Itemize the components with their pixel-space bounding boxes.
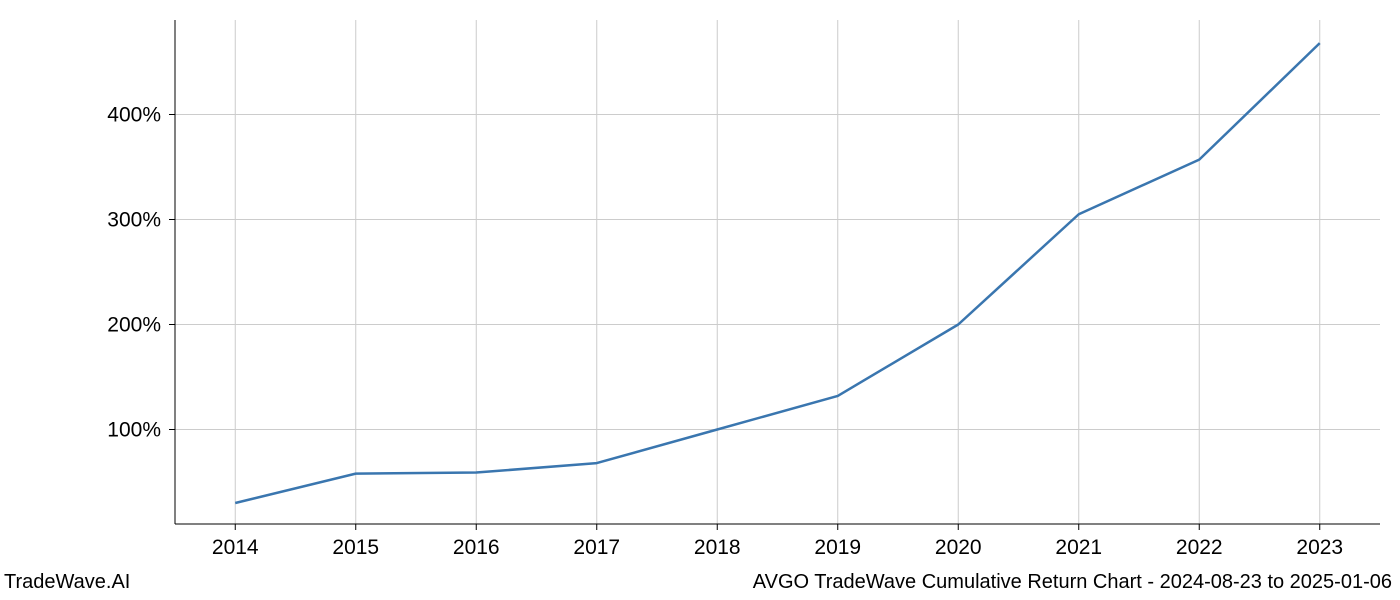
cumulative-return-chart: 2014 2015 2016 2017 2018 2019 2020 2021 2022 2023…: [0, 0, 1400, 600]
y-tick-label: 200%: [107, 314, 161, 337]
x-tick-label: 2022: [1176, 536, 1223, 559]
x-tick-label: 2017: [573, 536, 620, 559]
y-tick-label: 300%: [107, 209, 161, 232]
chart-svg: 2014 2015 2016 2017 2018 2019 2020 2021 2022 2023…: [0, 0, 1400, 600]
x-tick-label: 2020: [935, 536, 982, 559]
x-tick-label: 2023: [1296, 536, 1343, 559]
footer-caption: AVGO TradeWave Cumulative Return Chart -…: [753, 571, 1392, 594]
y-tick-label: 100%: [107, 419, 161, 442]
x-tick-label: 2016: [453, 536, 500, 559]
x-tick-label: 2021: [1055, 536, 1102, 559]
x-tick-label: 2019: [814, 536, 861, 559]
x-tick-label: 2018: [694, 536, 741, 559]
footer-brand: TradeWave.AI: [4, 571, 130, 594]
series-line: [235, 43, 1320, 503]
x-tick-label: 2014: [212, 536, 259, 559]
y-tick-label: 400%: [107, 104, 161, 127]
x-tick-label: 2015: [332, 536, 379, 559]
chart-footer: TradeWave.AI AVGO TradeWave Cumulative R…: [0, 571, 1400, 594]
